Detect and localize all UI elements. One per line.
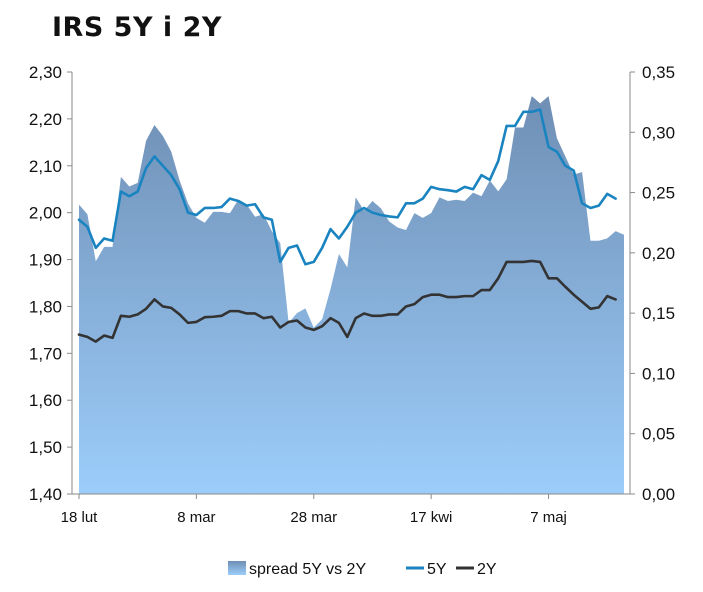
y-left-tick-label: 1,80 [29,297,62,316]
y-right-tick-label: 0,25 [642,184,675,203]
y-right-tick-label: 0,10 [642,364,675,383]
y-right-tick-label: 0,35 [642,63,675,82]
y-right-tick-label: 0,00 [642,485,675,504]
legend-label-spread: spread 5Y vs 2Y [249,561,366,578]
legend-label-2y: 2Y [477,561,497,578]
y-left-tick-label: 2,10 [29,157,62,176]
y-left-tick-label: 1,90 [29,251,62,270]
y-right-tick-label: 0,20 [642,244,675,263]
y-left-tick-label: 1,40 [29,485,62,504]
y-right-tick-label: 0,05 [642,425,675,444]
y-left-tick-label: 2,30 [29,63,62,82]
x-tick-label: 28 mar [290,509,337,526]
chart-title: IRS 5Y i 2Y [52,12,222,43]
x-tick-label: 17 kwi [410,509,453,526]
y-left-tick-label: 2,20 [29,110,62,129]
legend-swatch-spread [228,561,246,575]
y-right-tick-label: 0,15 [642,304,675,323]
x-tick-label: 18 lut [61,509,99,526]
y-left-tick-label: 2,00 [29,204,62,223]
y-left-tick-label: 1,70 [29,344,62,363]
y-right-tick-label: 0,30 [642,123,675,142]
y-left-tick-label: 1,50 [29,438,62,457]
y-left-tick-label: 1,60 [29,391,62,410]
x-tick-label: 8 mar [177,509,215,526]
series-line-2y [77,259,617,343]
x-tick-label: 7 maj [530,509,567,526]
legend-label-5y: 5Y [427,561,447,578]
series-area-spread [79,96,624,495]
series-line-5y [77,108,617,266]
